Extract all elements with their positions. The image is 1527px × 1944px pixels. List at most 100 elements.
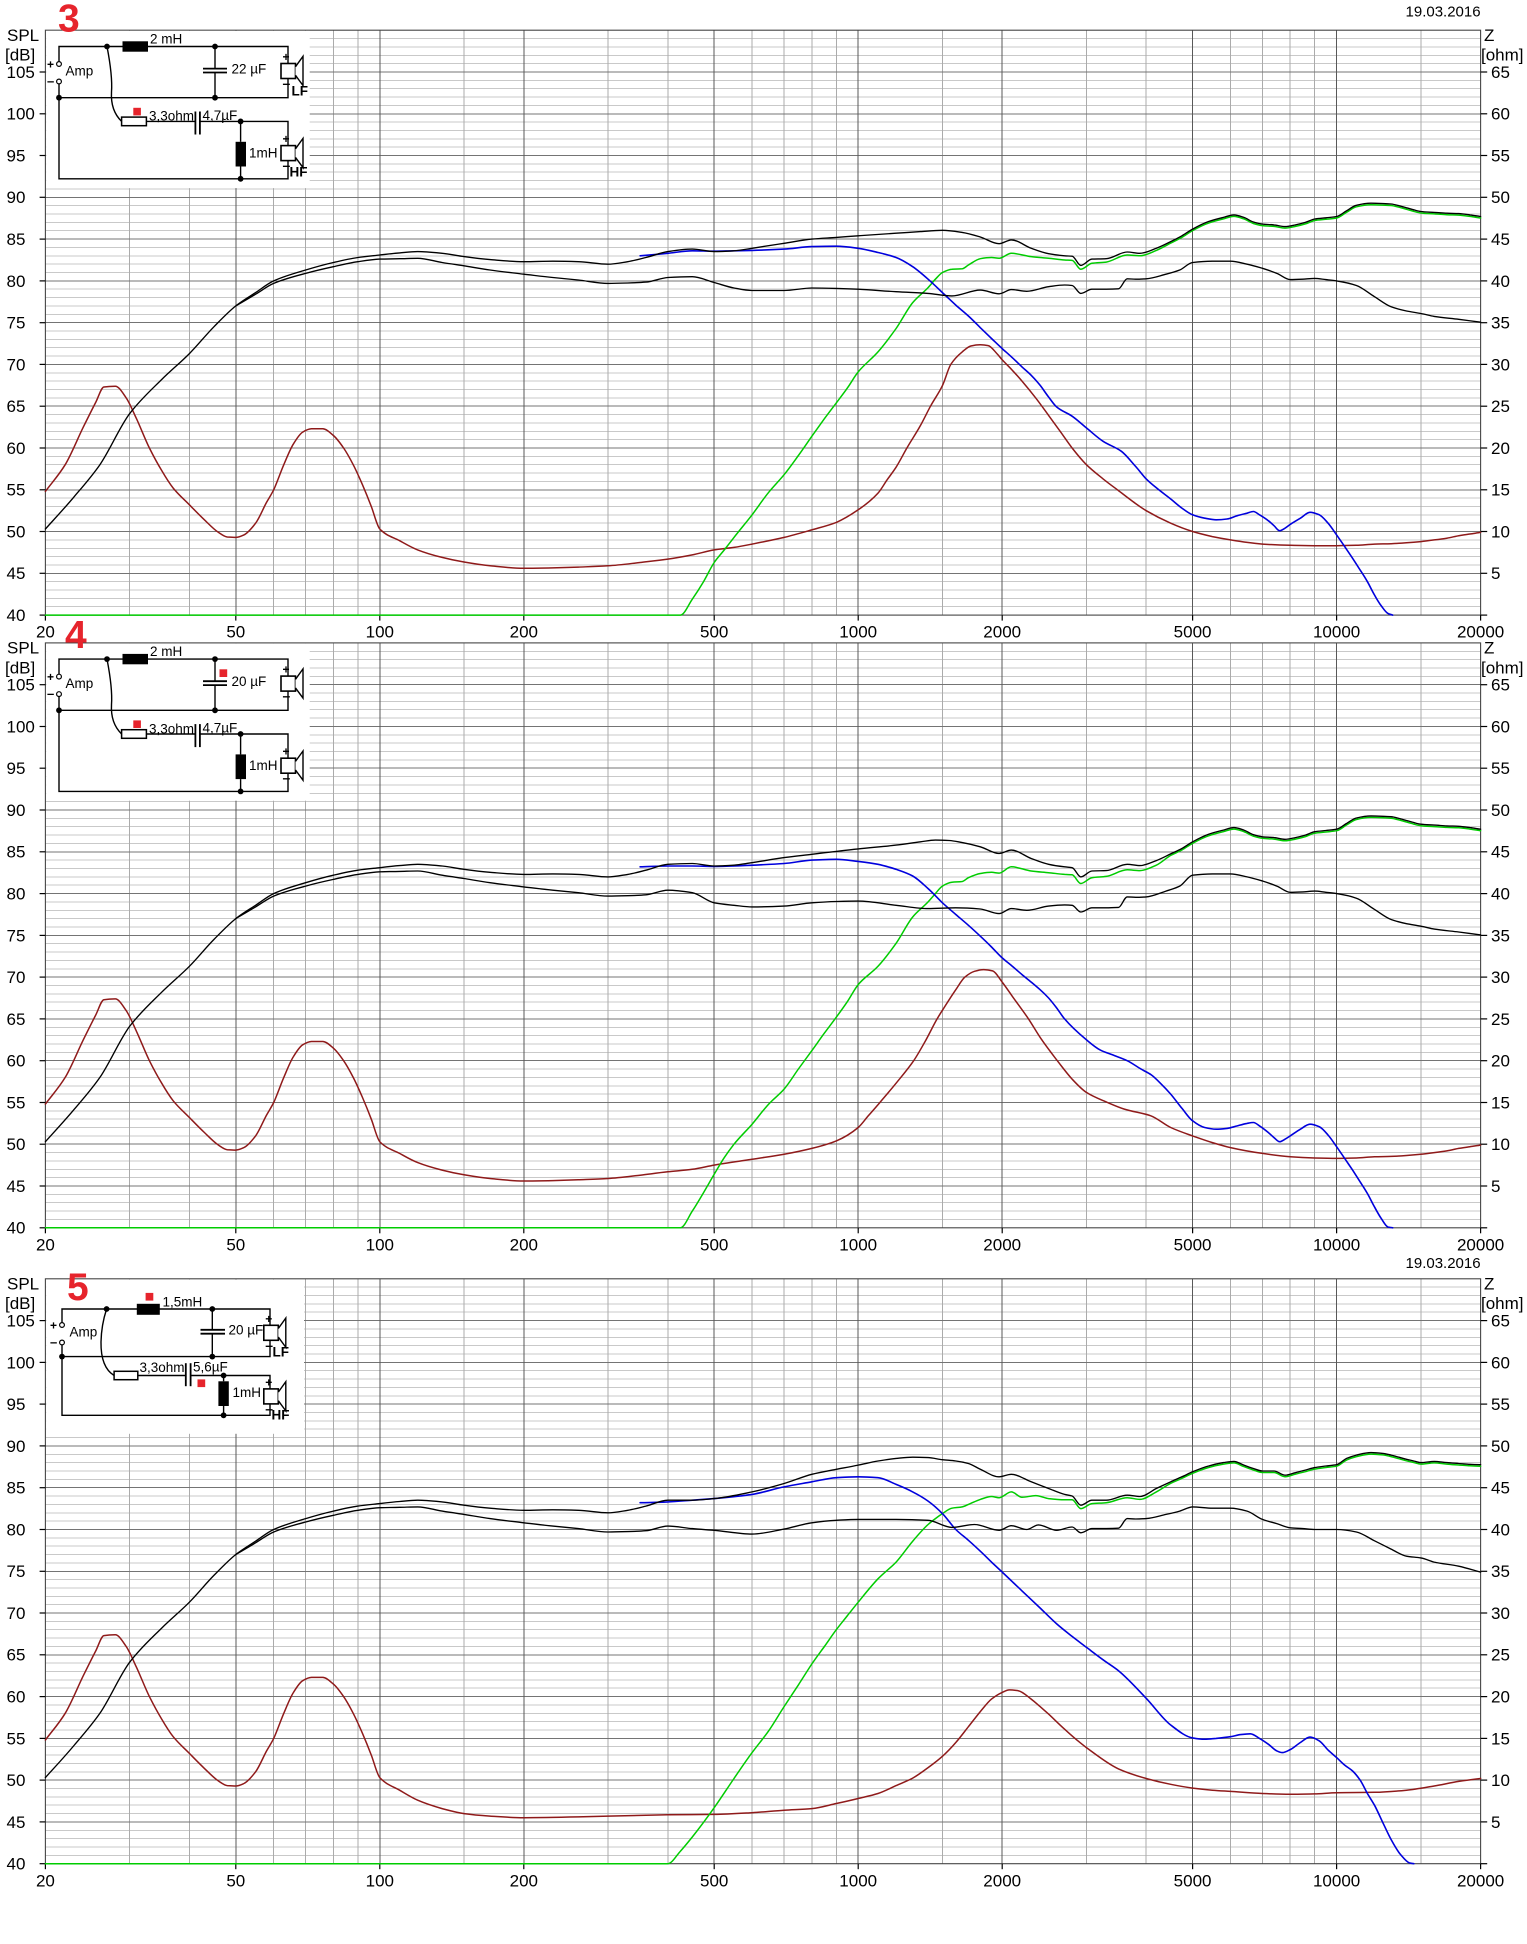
svg-text:60: 60 xyxy=(1491,717,1510,736)
svg-text:90: 90 xyxy=(7,801,26,820)
svg-text:2000: 2000 xyxy=(983,1235,1021,1254)
svg-text:105: 105 xyxy=(7,1312,35,1331)
svg-text:50: 50 xyxy=(1491,1437,1510,1456)
svg-text:40: 40 xyxy=(7,1219,26,1238)
svg-text:200: 200 xyxy=(510,1235,538,1254)
svg-text:+: + xyxy=(283,745,290,759)
svg-text:–: – xyxy=(50,1335,57,1350)
svg-text:80: 80 xyxy=(7,1520,26,1539)
svg-text:5: 5 xyxy=(1491,1177,1500,1196)
svg-text:5: 5 xyxy=(67,1266,89,1309)
svg-text:+: + xyxy=(283,663,290,677)
svg-text:40: 40 xyxy=(1491,885,1510,904)
svg-text:35: 35 xyxy=(1491,1562,1510,1581)
svg-text:20: 20 xyxy=(1491,1688,1510,1707)
svg-text:5: 5 xyxy=(1491,1813,1500,1832)
svg-text:55: 55 xyxy=(1491,759,1510,778)
svg-text:45: 45 xyxy=(1491,230,1510,249)
svg-text:1mH: 1mH xyxy=(249,758,278,773)
svg-text:HF: HF xyxy=(272,1408,290,1423)
svg-text:45: 45 xyxy=(1491,843,1510,862)
svg-text:500: 500 xyxy=(700,1871,728,1890)
svg-text:22 µF: 22 µF xyxy=(232,62,267,77)
svg-text:80: 80 xyxy=(7,272,26,291)
svg-text:95: 95 xyxy=(7,759,26,778)
svg-text:20000: 20000 xyxy=(1457,1871,1504,1890)
svg-text:+: + xyxy=(47,670,54,684)
svg-text:65: 65 xyxy=(1491,1312,1510,1331)
svg-text:10000: 10000 xyxy=(1313,1235,1360,1254)
svg-text:5,6µF: 5,6µF xyxy=(193,1359,228,1374)
svg-text:+: + xyxy=(265,1375,272,1389)
svg-text:–: – xyxy=(283,75,291,91)
svg-text:100: 100 xyxy=(7,1353,35,1372)
svg-text:70: 70 xyxy=(7,355,26,374)
svg-text:25: 25 xyxy=(1491,397,1510,416)
svg-text:20 µF: 20 µF xyxy=(229,1323,264,1338)
svg-text:Amp: Amp xyxy=(66,64,94,79)
svg-text:100: 100 xyxy=(7,105,35,124)
svg-text:55: 55 xyxy=(7,1093,26,1112)
svg-text:[ohm]: [ohm] xyxy=(1481,658,1524,677)
svg-text:SPL: SPL xyxy=(7,26,39,45)
svg-text:4,7µF: 4,7µF xyxy=(203,108,238,123)
svg-text:3,3ohm: 3,3ohm xyxy=(149,109,194,124)
svg-text:75: 75 xyxy=(7,1562,26,1581)
svg-text:65: 65 xyxy=(7,1646,26,1665)
svg-text:[dB]: [dB] xyxy=(5,46,35,65)
svg-text:30: 30 xyxy=(1491,355,1510,374)
svg-text:20000: 20000 xyxy=(1457,1235,1504,1254)
svg-text:–: – xyxy=(47,686,54,701)
svg-text:Z: Z xyxy=(1484,1275,1494,1294)
svg-text:50: 50 xyxy=(1491,801,1510,820)
svg-text:–: – xyxy=(283,157,291,173)
svg-text:4,7µF: 4,7µF xyxy=(203,721,238,736)
svg-text:50: 50 xyxy=(7,1135,26,1154)
svg-text:500: 500 xyxy=(700,1235,728,1254)
svg-text:50: 50 xyxy=(7,1771,26,1790)
svg-text:1000: 1000 xyxy=(839,1871,877,1890)
svg-text:–: – xyxy=(283,688,291,704)
svg-text:60: 60 xyxy=(7,1688,26,1707)
svg-text:20: 20 xyxy=(36,1871,55,1890)
svg-text:[ohm]: [ohm] xyxy=(1481,46,1524,65)
svg-text:LF: LF xyxy=(292,84,309,99)
svg-text:50: 50 xyxy=(226,1871,245,1890)
svg-text:5000: 5000 xyxy=(1174,1235,1212,1254)
svg-text:85: 85 xyxy=(7,230,26,249)
svg-text:45: 45 xyxy=(7,564,26,583)
svg-text:55: 55 xyxy=(7,481,26,500)
svg-text:30: 30 xyxy=(1491,968,1510,987)
svg-text:45: 45 xyxy=(7,1813,26,1832)
svg-text:55: 55 xyxy=(1491,146,1510,165)
svg-text:50: 50 xyxy=(226,1235,245,1254)
svg-text:2000: 2000 xyxy=(983,623,1021,642)
svg-text:1mH: 1mH xyxy=(233,1385,262,1400)
svg-text:40: 40 xyxy=(1491,272,1510,291)
svg-text:20: 20 xyxy=(36,1235,55,1254)
svg-text:45: 45 xyxy=(7,1177,26,1196)
svg-text:75: 75 xyxy=(7,314,26,333)
svg-text:Amp: Amp xyxy=(66,676,94,691)
svg-text:+: + xyxy=(265,1312,272,1326)
svg-text:20 µF: 20 µF xyxy=(232,674,267,689)
svg-text:200: 200 xyxy=(510,623,538,642)
svg-text:15: 15 xyxy=(1491,481,1510,500)
svg-text:1,5mH: 1,5mH xyxy=(163,1295,203,1310)
svg-text:10000: 10000 xyxy=(1313,623,1360,642)
svg-text:20: 20 xyxy=(36,623,55,642)
svg-text:40: 40 xyxy=(1491,1520,1510,1539)
svg-text:85: 85 xyxy=(7,1479,26,1498)
svg-text:HF: HF xyxy=(290,165,308,180)
svg-text:Amp: Amp xyxy=(70,1325,98,1340)
svg-text:5: 5 xyxy=(1491,564,1500,583)
svg-text:3,3ohm: 3,3ohm xyxy=(149,721,194,736)
svg-text:55: 55 xyxy=(1491,1395,1510,1414)
svg-text:3: 3 xyxy=(58,0,80,41)
svg-text:Z: Z xyxy=(1484,639,1494,658)
svg-text:19.03.2016: 19.03.2016 xyxy=(1406,4,1481,21)
svg-text:2000: 2000 xyxy=(983,1871,1021,1890)
svg-text:50: 50 xyxy=(1491,188,1510,207)
svg-text:75: 75 xyxy=(7,926,26,945)
svg-text:5000: 5000 xyxy=(1174,1871,1212,1890)
